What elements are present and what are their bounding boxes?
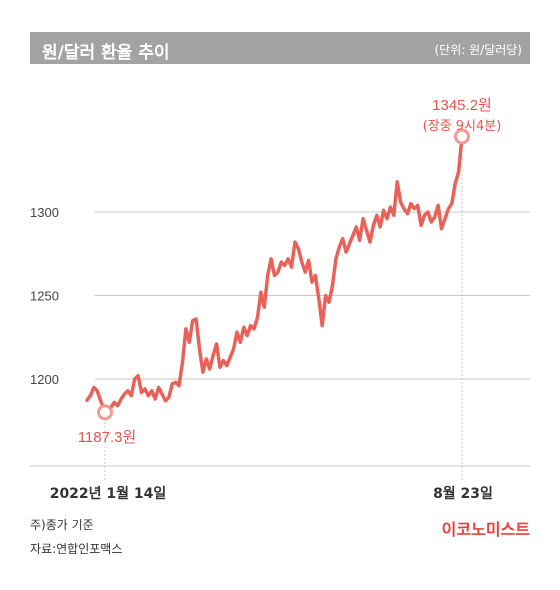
unit-label: (단위: 원/달러당): [434, 43, 522, 57]
end-time-label: (장중 9시4분): [423, 119, 502, 134]
series-line: [85, 134, 464, 416]
y-tick-label-1300: 1300: [30, 205, 59, 220]
end-point-marker: [454, 128, 470, 145]
footnote-basis: 주)종가 기준: [30, 518, 94, 532]
start-point-marker: [97, 404, 113, 421]
end-value-label: 1345.2원: [432, 97, 492, 114]
x-label-start: 2022년 1월 14일: [50, 485, 167, 502]
y-axis-ticks: 1200 1250 1300: [30, 205, 59, 387]
y-tick-label-1200: 1200: [30, 372, 59, 387]
grid-lines: [95, 211, 530, 380]
chart-title: 원/달러 환율 추이: [42, 43, 170, 63]
start-value-label: 1187.3원: [78, 429, 137, 446]
x-label-end: 8월 23일: [433, 485, 493, 502]
y-tick-label-1250: 1250: [30, 289, 59, 304]
brand-logo: 이코노미스트: [441, 520, 530, 539]
footnote-source: 자료:연합인포맥스: [30, 542, 123, 556]
title-bar: 원/달러 환율 추이 (단위: 원/달러당): [30, 32, 530, 64]
